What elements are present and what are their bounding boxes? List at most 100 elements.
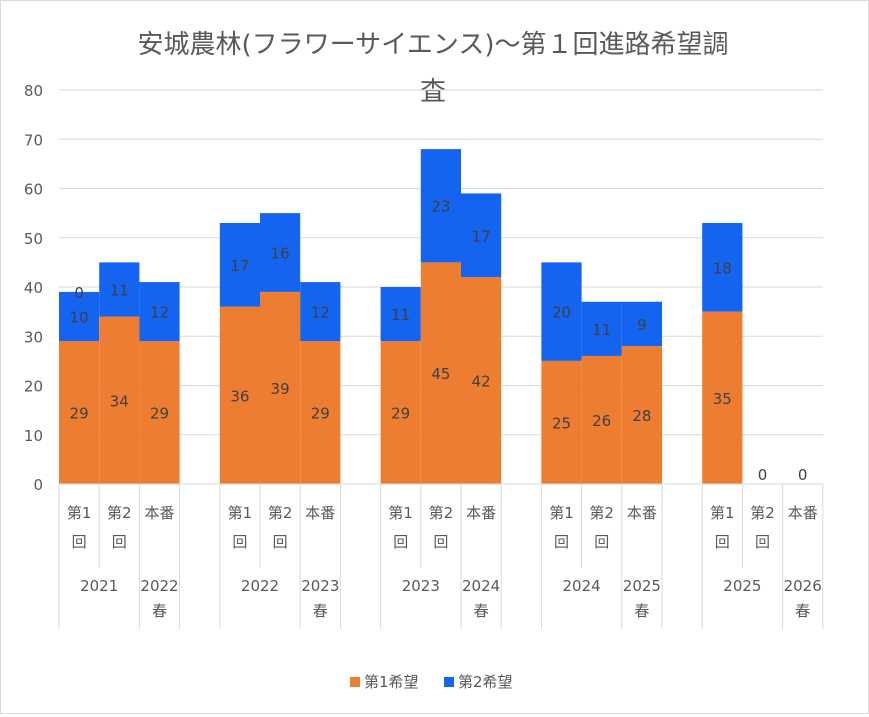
bar-first-choice <box>59 341 100 484</box>
x-category-label: 回 <box>594 533 609 551</box>
bar-first-choice <box>621 346 662 484</box>
legend-swatch-first <box>350 677 360 687</box>
bar-first-choice <box>380 341 421 484</box>
bar-second-choice <box>541 262 582 361</box>
x-category-label: 回 <box>112 533 127 551</box>
bar-second-choice <box>139 282 180 342</box>
bar-second-choice <box>300 282 341 342</box>
value-label-second: 18 <box>713 259 732 277</box>
bar-second-choice <box>461 193 502 278</box>
bar-first-choice <box>300 341 341 484</box>
x-category-label: 本番 <box>788 504 818 522</box>
x-group-label: 2022 <box>140 577 178 595</box>
x-group-label: 2025 <box>623 577 661 595</box>
bar-first-choice <box>581 355 622 484</box>
x-category-label: 回 <box>72 533 87 551</box>
bars <box>59 149 743 484</box>
value-label-second: 16 <box>271 245 290 263</box>
x-group-label: 2024 <box>563 577 601 595</box>
x-group-label: 2025 <box>723 577 761 595</box>
x-category-label: 回 <box>715 533 730 551</box>
bar-second-choice <box>581 301 622 356</box>
y-tick-label: 10 <box>24 427 43 445</box>
y-tick-label: 70 <box>24 131 43 149</box>
x-category-label: 第2 <box>107 504 132 522</box>
value-label-second: 12 <box>311 304 330 322</box>
x-category-label: 回 <box>232 533 247 551</box>
value-label-first: 28 <box>632 407 651 425</box>
legend-label-second: 第2希望 <box>458 673 513 691</box>
bar-second-choice <box>99 262 140 317</box>
value-label-first: 25 <box>552 414 571 432</box>
x-group-label: 2023 <box>402 577 440 595</box>
bar-first-choice <box>219 306 260 484</box>
bar-second-choice <box>219 222 260 307</box>
value-label-second: 10 <box>70 309 89 327</box>
x-category-label: 回 <box>755 533 770 551</box>
value-label-second: 0 <box>798 466 808 484</box>
x-category-label: 第2 <box>589 504 614 522</box>
value-label-first: 34 <box>110 392 129 410</box>
bar-second-choice <box>380 287 421 342</box>
x-category-label: 第1 <box>228 504 253 522</box>
value-label-second: 11 <box>391 306 410 324</box>
x-category-label: 本番 <box>466 504 496 522</box>
x-group-label: 春 <box>634 602 649 620</box>
value-label-first: 36 <box>230 387 249 405</box>
bar-first-choice <box>541 360 582 484</box>
y-tick-label: 30 <box>24 328 43 346</box>
x-category-label: 本番 <box>144 504 174 522</box>
bar-first-choice <box>99 316 140 484</box>
value-label-extra: 0 <box>74 284 84 302</box>
y-tick-label: 0 <box>33 476 43 494</box>
value-label-second: 11 <box>592 321 611 339</box>
y-tick-label: 50 <box>24 230 43 248</box>
y-tick-label: 20 <box>24 378 43 396</box>
bar-second-choice <box>260 213 301 292</box>
bar-first-choice <box>420 262 461 484</box>
y-axis: 0 10 20 30 40 50 60 70 80 <box>24 82 43 494</box>
x-category-label: 回 <box>554 533 569 551</box>
value-label-first: 42 <box>472 373 491 391</box>
x-category-label: 第1 <box>549 504 574 522</box>
value-label-second: 11 <box>110 281 129 299</box>
legend-label-first: 第1希望 <box>364 673 419 691</box>
x-category-label: 第1 <box>710 504 735 522</box>
y-tick-label: 60 <box>24 181 43 199</box>
x-category-label: 回 <box>433 533 448 551</box>
x-group-label: 春 <box>474 602 489 620</box>
x-category-label: 第1 <box>388 504 413 522</box>
value-label-first: 26 <box>592 412 611 430</box>
x-group-label: 2022 <box>241 577 279 595</box>
bar-second-choice <box>420 149 461 263</box>
x-category-label: 第2 <box>429 504 454 522</box>
value-label-first: 45 <box>431 365 450 383</box>
data-labels: 29 10 34 11 29 12 36 17 39 16 29 12 29 11 45 23 42 17 25 20… <box>70 198 808 484</box>
bar-first-choice <box>702 311 743 484</box>
bar-first-choice <box>260 291 301 484</box>
value-label-first: 35 <box>713 390 732 408</box>
x-category-label: 本番 <box>305 504 335 522</box>
y-tick-label: 40 <box>24 279 43 297</box>
bar-first-choice <box>461 277 502 484</box>
bar-second-choice <box>702 222 743 312</box>
x-group-label: 春 <box>152 602 167 620</box>
value-label-second: 12 <box>150 304 169 322</box>
value-label-second: 17 <box>472 227 491 245</box>
value-label-second: 23 <box>431 198 450 216</box>
x-category-label: 回 <box>393 533 408 551</box>
x-group-label: 2024 <box>462 577 500 595</box>
value-label-second: 20 <box>552 304 571 322</box>
legend-swatch-second <box>444 677 454 687</box>
value-label-second: 0 <box>758 466 768 484</box>
bar-second-choice <box>59 291 100 342</box>
y-tick-label: 80 <box>24 82 43 100</box>
value-label-first: 29 <box>150 405 169 423</box>
chart-title-line1: 安城農林(フラワーサイエンス)～第１回進路希望調 <box>138 30 729 60</box>
x-group-label: 2023 <box>301 577 339 595</box>
value-label-first: 29 <box>70 405 89 423</box>
x-category-label: 第2 <box>268 504 293 522</box>
